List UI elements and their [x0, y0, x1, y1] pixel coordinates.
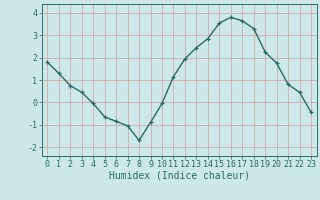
- X-axis label: Humidex (Indice chaleur): Humidex (Indice chaleur): [109, 171, 250, 181]
